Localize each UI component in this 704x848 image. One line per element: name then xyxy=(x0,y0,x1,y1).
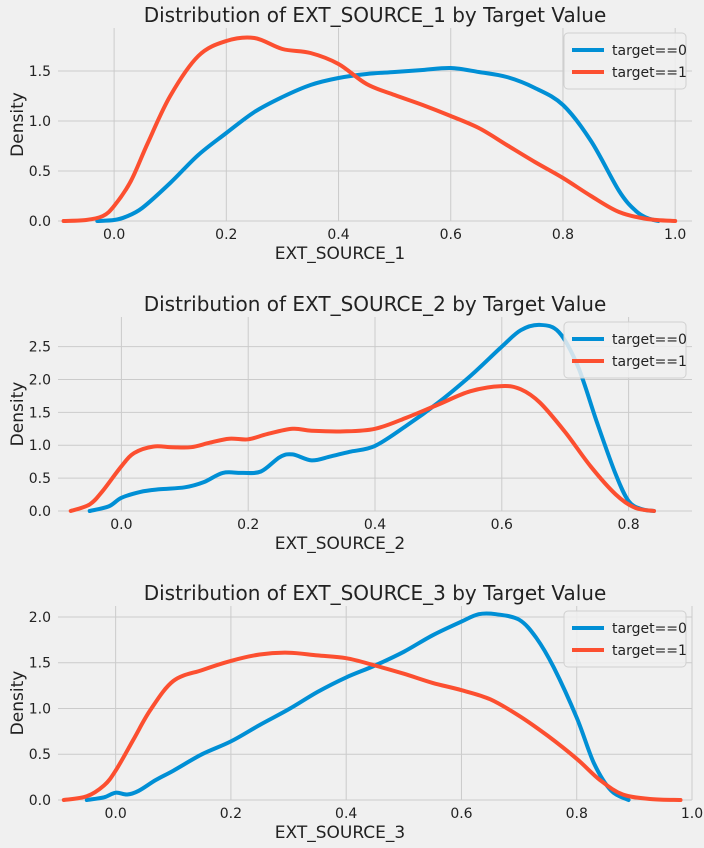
legend: target==0 target==1 xyxy=(563,610,687,668)
x-tick-label: 0.8 xyxy=(552,227,574,243)
x-tick-label: 0.8 xyxy=(566,806,588,822)
x-tick-label: 0.6 xyxy=(440,227,462,243)
y-axis-label: Density xyxy=(8,382,28,447)
x-axis-label: EXT_SOURCE_1 xyxy=(275,244,405,264)
y-tick-label: 0.0 xyxy=(29,214,51,230)
legend-label: target==1 xyxy=(612,643,687,659)
y-tick-label: 0.0 xyxy=(29,504,51,520)
x-tick-label: 0.0 xyxy=(110,517,132,533)
legend: target==0 target==1 xyxy=(563,32,687,90)
y-axis-label: Density xyxy=(8,92,28,157)
legend-label: target==1 xyxy=(612,354,687,370)
y-tick-label: 0.5 xyxy=(29,747,51,763)
chart-panel-2: 0.0 0.2 0.4 0.6 0.8 0.0 0.5 1.0 1.5 2.0 2.5 Distrib… xyxy=(8,292,692,554)
series-line-target-eq-1 xyxy=(68,384,656,513)
y-tick-label: 1.0 xyxy=(29,438,51,454)
legend-box xyxy=(563,321,687,379)
x-axis-label: EXT_SOURCE_3 xyxy=(275,823,405,843)
x-tick-label: 0.0 xyxy=(105,806,127,822)
legend: target==0 target==1 xyxy=(563,321,687,379)
y-tick-label: 1.5 xyxy=(29,656,51,672)
y-tick-label: 2.0 xyxy=(29,372,51,388)
y-tick-label: 0.0 xyxy=(29,793,51,809)
y-tick-label: 1.0 xyxy=(29,114,51,130)
chart-title: Distribution of EXT_SOURCE_1 by Target V… xyxy=(144,3,607,27)
x-tick-label: 0.6 xyxy=(491,517,513,533)
legend-box xyxy=(563,610,687,668)
series-line-target-eq-1 xyxy=(61,35,678,223)
legend-label: target==0 xyxy=(612,43,687,59)
x-axis-label: EXT_SOURCE_2 xyxy=(275,534,405,554)
legend-label: target==0 xyxy=(612,621,687,637)
chart-panel-3: 0.0 0.2 0.4 0.6 0.8 1.0 0.0 0.5 1.0 1.5 2.0 Distrib… xyxy=(8,581,703,843)
y-axis-label: Density xyxy=(8,671,28,736)
series-line-target-eq-0 xyxy=(87,322,656,513)
x-tick-label: 1.0 xyxy=(681,806,703,822)
chart-title: Distribution of EXT_SOURCE_2 by Target V… xyxy=(144,292,607,316)
y-tick-label: 2.0 xyxy=(29,610,51,626)
y-tick-label: 2.5 xyxy=(29,340,51,356)
x-tick-label: 0.2 xyxy=(215,227,237,243)
chart-panel-1: 0.0 0.2 0.4 0.6 0.8 1.0 0.0 0.5 1.0 1.5 Distributi… xyxy=(8,3,692,264)
series-line-target-eq-0 xyxy=(95,65,661,223)
legend-label: target==1 xyxy=(612,65,687,81)
y-tick-label: 0.5 xyxy=(29,164,51,180)
series-line-target-eq-0 xyxy=(84,611,631,802)
x-tick-label: 1.0 xyxy=(664,227,686,243)
series-line-target-eq-1 xyxy=(61,650,683,802)
y-tick-label: 1.5 xyxy=(29,64,51,80)
x-tick-label: 0.4 xyxy=(364,517,386,533)
x-tick-label: 0.4 xyxy=(335,806,357,822)
x-tick-label: 0.2 xyxy=(220,806,242,822)
legend-box xyxy=(563,32,687,90)
y-tick-label: 0.5 xyxy=(29,471,51,487)
legend-label: target==0 xyxy=(612,332,687,348)
y-tick-label: 1.5 xyxy=(29,405,51,421)
x-tick-label: 0.8 xyxy=(617,517,639,533)
y-tick-label: 1.0 xyxy=(29,701,51,717)
x-tick-label: 0.2 xyxy=(237,517,259,533)
x-tick-label: 0.4 xyxy=(327,227,349,243)
x-tick-label: 0.6 xyxy=(450,806,472,822)
x-tick-label: 0.0 xyxy=(103,227,125,243)
chart-title: Distribution of EXT_SOURCE_3 by Target V… xyxy=(144,581,607,605)
